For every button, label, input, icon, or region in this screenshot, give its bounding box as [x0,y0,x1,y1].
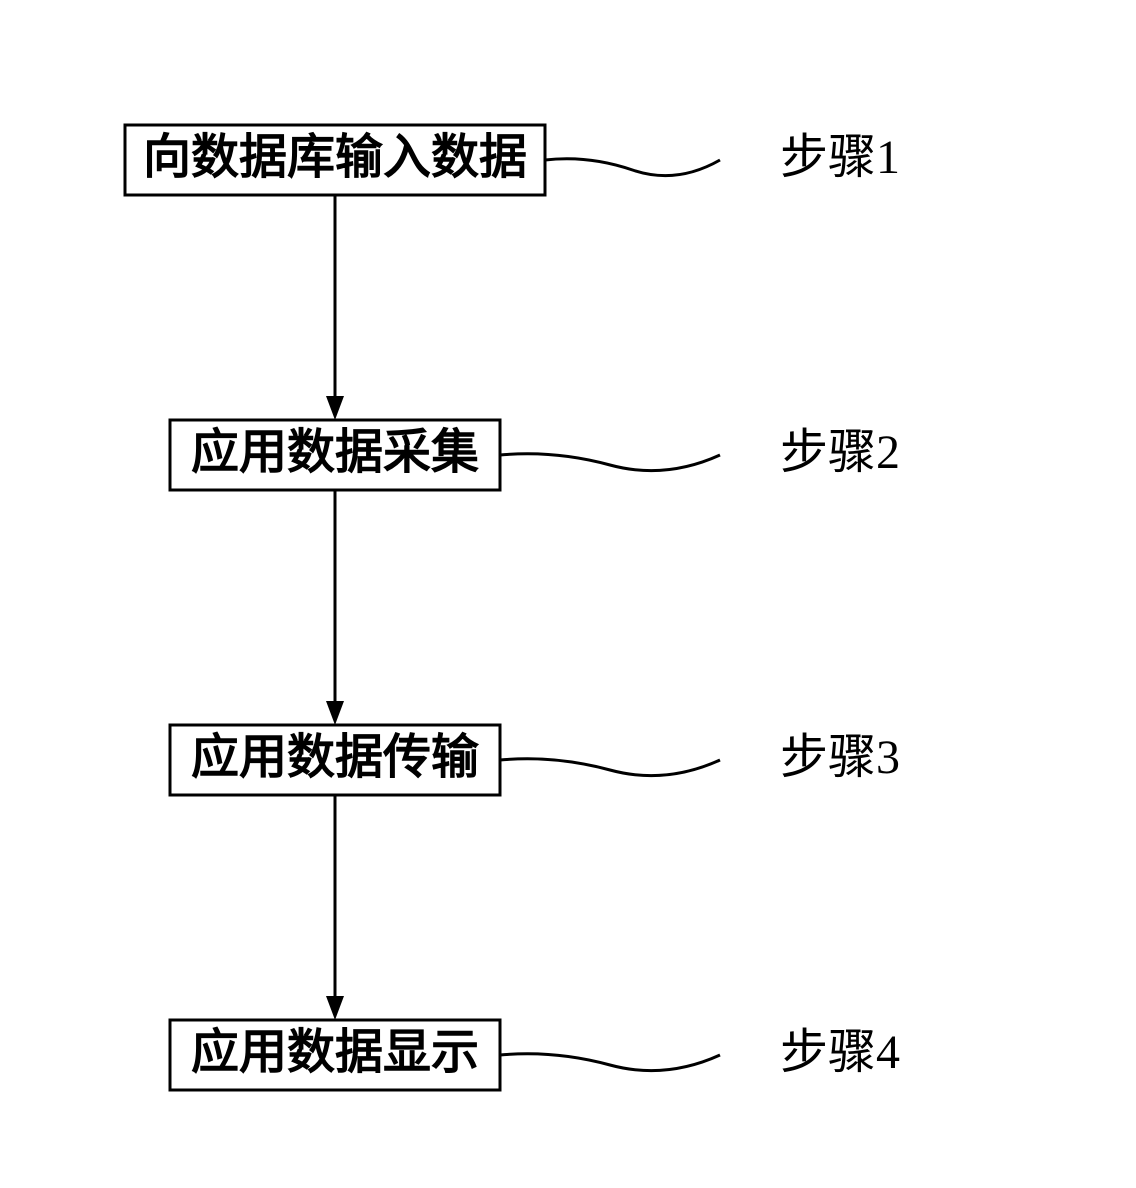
flowchart-node-n1: 向数据库输入数据 [125,125,545,195]
flowchart-node-text: 向数据库输入数据 [143,131,527,184]
flowchart-node-n3: 应用数据传输 [170,725,500,795]
step-label: 步骤2 [780,426,900,479]
flowchart-node-n2: 应用数据采集 [170,420,500,490]
label-connector [500,1054,720,1071]
flowchart-node-n4: 应用数据显示 [170,1020,500,1090]
label-connector [500,759,720,776]
flowchart-node-text: 应用数据传输 [191,731,480,784]
step-label: 步骤1 [780,131,900,184]
flowchart-diagram: 向数据库输入数据应用数据采集应用数据传输应用数据显示 步骤1 步骤2 步骤3 步骤4 [0,0,1136,1188]
flow-arrow-head [326,396,344,420]
step-label: 步骤4 [780,1026,900,1079]
flow-arrow-head [326,701,344,725]
step-label: 步骤3 [780,731,900,784]
flow-arrow-head [326,996,344,1020]
flowchart-node-text: 应用数据采集 [191,426,479,479]
flowchart-node-text: 应用数据显示 [191,1026,479,1079]
label-connector [500,454,720,471]
label-connector [545,159,720,176]
